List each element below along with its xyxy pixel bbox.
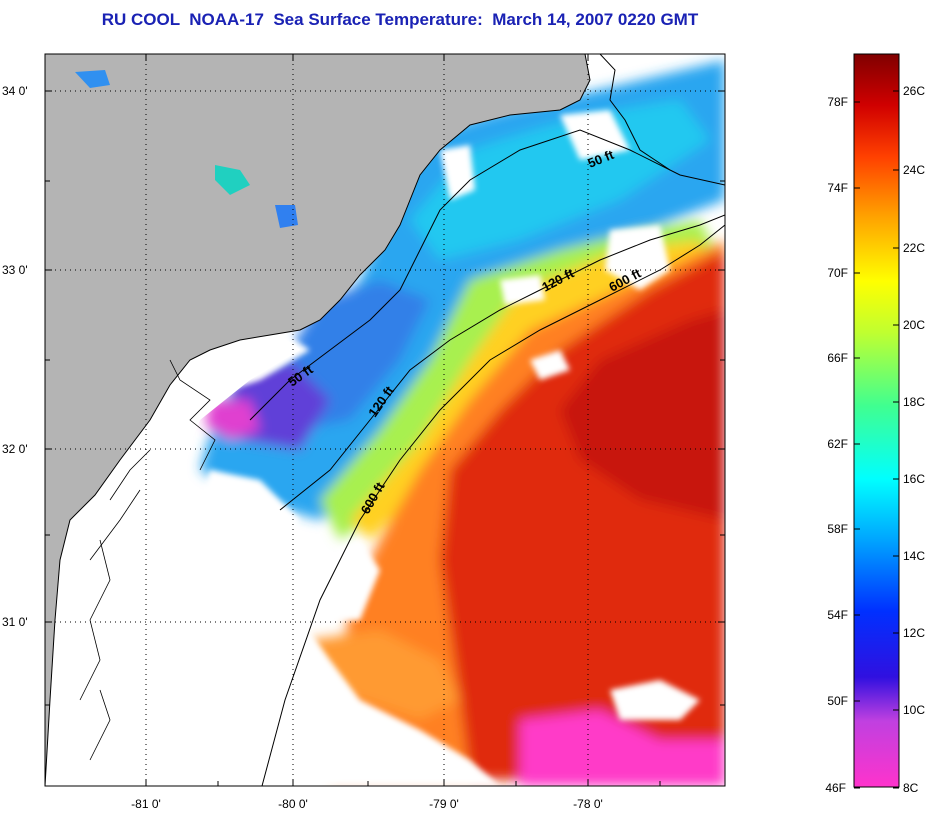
lake-feature xyxy=(275,205,298,228)
contour-50ft xyxy=(249,129,725,421)
lat-label-32: 32 0' xyxy=(2,442,28,456)
lon-label-80: -80 0' xyxy=(278,797,308,811)
cloud-patch xyxy=(605,225,670,290)
colorbar-c-label: 18C xyxy=(903,395,925,409)
lat-label-34: 34 0' xyxy=(2,84,28,98)
coastline xyxy=(45,54,591,786)
cloud-patch xyxy=(440,145,475,200)
colorbar-c-label: 24C xyxy=(903,163,925,177)
cloud-patch xyxy=(500,275,545,305)
lon-label-79: -79 0' xyxy=(429,797,459,811)
contour-600ft xyxy=(261,224,725,786)
land-mass xyxy=(45,54,590,786)
map-title: RU COOL NOAA-17 Sea Surface Temperature:… xyxy=(101,10,699,29)
colorbar-c-label: 8C xyxy=(903,781,919,795)
lon-tick-marks xyxy=(145,54,661,786)
colorbar-f-label: 66F xyxy=(827,351,848,365)
lon-label-81: -81 0' xyxy=(131,797,161,811)
colorbar-f-label: 58F xyxy=(827,522,848,536)
lat-tick-marks-right xyxy=(718,90,725,706)
bathymetry-contours xyxy=(249,129,725,786)
lat-label-31: 31 0' xyxy=(2,615,28,629)
lake-feature xyxy=(75,70,110,88)
colorbar-c-label: 26C xyxy=(903,84,925,98)
southern-orange-patch xyxy=(300,630,460,720)
cloud-patch xyxy=(610,680,700,720)
colorbar-f-label: 78F xyxy=(827,95,848,109)
colorbar-c-label: 14C xyxy=(903,549,925,563)
lake-feature xyxy=(215,165,250,195)
lat-label-33: 33 0' xyxy=(2,263,28,277)
gulf-stream-warmest xyxy=(560,310,725,520)
colorbar-c-label: 22C xyxy=(903,241,925,255)
southeast-magenta-patch xyxy=(520,710,725,786)
lat-tick-marks-left xyxy=(45,90,52,706)
colorbar-c-label: 12C xyxy=(903,626,925,640)
colorbar-c-label: 10C xyxy=(903,703,925,717)
graticule xyxy=(45,54,725,786)
map-frame xyxy=(44,53,726,787)
colorbar-f-label: 74F xyxy=(827,181,848,195)
colorbar-c-label: 16C xyxy=(903,472,925,486)
colorbar-f-label: 46F xyxy=(825,781,846,795)
cloud-patch xyxy=(560,110,630,160)
lon-label-78: -78 0' xyxy=(573,797,603,811)
colorbar-f-label: 70F xyxy=(827,266,848,280)
outer-banks-coastline xyxy=(599,54,671,171)
cloud-patch xyxy=(260,560,500,786)
marsh-coastline xyxy=(79,359,216,761)
cloud-patch xyxy=(200,470,300,560)
nearshore-magenta xyxy=(205,400,260,440)
colorbar-f-label: 62F xyxy=(827,437,848,451)
map-panel: 50 ft 120 ft 600 ft 50 ft 120 ft 600 ft xyxy=(45,54,725,786)
colorbar-f-label: 54F xyxy=(827,608,848,622)
cloud-patch xyxy=(530,350,570,380)
colorbar-f-label: 50F xyxy=(827,694,848,708)
nearshore-no-data xyxy=(45,320,300,786)
colorbar xyxy=(853,53,900,788)
contour-120ft xyxy=(279,214,725,511)
colorbar-c-label: 20C xyxy=(903,318,925,332)
colorbar-tick-marks xyxy=(854,90,899,789)
